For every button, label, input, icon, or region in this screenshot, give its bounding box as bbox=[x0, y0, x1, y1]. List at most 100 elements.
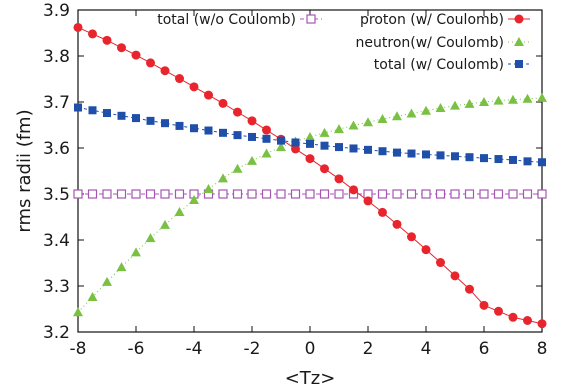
data-point bbox=[145, 189, 156, 199]
data-point bbox=[174, 189, 185, 199]
legend: total (w/o Coulomb) proton (w/ Coulomb) ne… bbox=[157, 12, 530, 73]
series-2 bbox=[73, 92, 547, 317]
data-point bbox=[276, 189, 286, 199]
data-point bbox=[161, 119, 169, 128]
data-point bbox=[364, 145, 372, 154]
data-point bbox=[464, 98, 475, 108]
x-tick-label: -2 bbox=[244, 339, 261, 359]
x-axis-label: <Tz> bbox=[285, 368, 336, 389]
data-point bbox=[306, 139, 314, 148]
data-point bbox=[435, 189, 446, 199]
legend-marker bbox=[514, 14, 524, 24]
legend-marker bbox=[306, 14, 316, 24]
data-point bbox=[131, 50, 141, 60]
data-point bbox=[262, 134, 271, 143]
data-point bbox=[348, 120, 359, 130]
data-point bbox=[406, 189, 417, 199]
data-point bbox=[392, 189, 402, 199]
y-tick-label: 3.9 bbox=[43, 1, 70, 21]
data-point bbox=[393, 148, 401, 157]
data-point bbox=[291, 144, 300, 154]
data-point bbox=[160, 189, 170, 199]
data-point bbox=[88, 106, 97, 115]
data-point bbox=[349, 144, 358, 153]
data-point bbox=[276, 142, 286, 152]
legend-label: total (w/ Coulomb) bbox=[374, 57, 504, 73]
data-point bbox=[103, 109, 111, 118]
data-point bbox=[233, 107, 242, 117]
data-point bbox=[407, 149, 416, 158]
data-point bbox=[479, 189, 489, 199]
data-point bbox=[334, 189, 344, 199]
data-point bbox=[117, 111, 126, 120]
legend-marker bbox=[514, 37, 524, 46]
data-point bbox=[174, 206, 185, 216]
series-1 bbox=[73, 22, 547, 329]
y-tick-labels: 3.2 3.3 3.4 3.5 3.6 3.7 3.8 3.9 bbox=[43, 1, 70, 343]
x-tick-label: 6 bbox=[479, 339, 490, 359]
y-tick-label: 3.7 bbox=[43, 93, 70, 113]
data-point bbox=[523, 157, 532, 166]
data-point bbox=[73, 307, 83, 317]
data-point bbox=[160, 66, 170, 76]
data-point bbox=[203, 183, 214, 193]
data-point bbox=[146, 116, 155, 125]
data-point bbox=[494, 155, 503, 164]
data-point bbox=[436, 258, 445, 268]
data-point bbox=[116, 189, 127, 199]
series-0 bbox=[73, 189, 547, 199]
data-point bbox=[232, 189, 243, 199]
data-point bbox=[305, 189, 315, 199]
data-point bbox=[218, 189, 228, 199]
data-point bbox=[377, 114, 388, 124]
y-tick-label: 3.3 bbox=[43, 277, 70, 297]
data-point bbox=[305, 154, 315, 164]
legend-item: total (w/o Coulomb) bbox=[157, 12, 322, 28]
x-tick-label: -8 bbox=[70, 339, 87, 359]
data-point bbox=[537, 92, 547, 102]
data-point bbox=[247, 189, 257, 199]
x-tick-label: 8 bbox=[537, 339, 548, 359]
data-point bbox=[509, 155, 517, 164]
data-point bbox=[146, 58, 155, 68]
data-point bbox=[116, 262, 127, 272]
plot-area bbox=[73, 9, 547, 333]
data-point bbox=[131, 247, 141, 257]
data-point bbox=[87, 292, 98, 302]
data-point bbox=[494, 306, 503, 316]
data-point bbox=[131, 189, 141, 199]
data-point bbox=[377, 189, 388, 199]
data-point bbox=[334, 124, 344, 134]
data-point bbox=[523, 316, 532, 325]
data-point bbox=[538, 158, 546, 167]
data-point bbox=[493, 189, 504, 199]
data-point bbox=[190, 124, 198, 133]
data-point bbox=[436, 151, 445, 160]
data-point bbox=[261, 148, 272, 158]
data-point bbox=[248, 132, 256, 141]
y-tick-label: 3.6 bbox=[43, 139, 70, 159]
data-point bbox=[465, 153, 474, 162]
data-point bbox=[102, 276, 112, 286]
data-point bbox=[320, 164, 329, 174]
data-point bbox=[421, 245, 431, 255]
data-point bbox=[87, 189, 98, 199]
data-point bbox=[160, 219, 170, 229]
data-point bbox=[363, 117, 373, 127]
data-point bbox=[320, 141, 329, 150]
series-3 bbox=[74, 103, 546, 167]
data-point bbox=[493, 95, 504, 105]
data-point bbox=[277, 136, 285, 145]
data-point bbox=[464, 189, 475, 199]
data-point bbox=[508, 312, 518, 322]
data-point bbox=[537, 189, 547, 199]
data-point bbox=[334, 174, 344, 184]
data-point bbox=[451, 152, 459, 161]
data-point bbox=[422, 150, 430, 159]
data-point bbox=[218, 173, 228, 183]
data-point bbox=[421, 189, 431, 199]
data-point bbox=[335, 143, 343, 152]
data-point bbox=[406, 108, 417, 118]
data-point bbox=[189, 194, 199, 204]
